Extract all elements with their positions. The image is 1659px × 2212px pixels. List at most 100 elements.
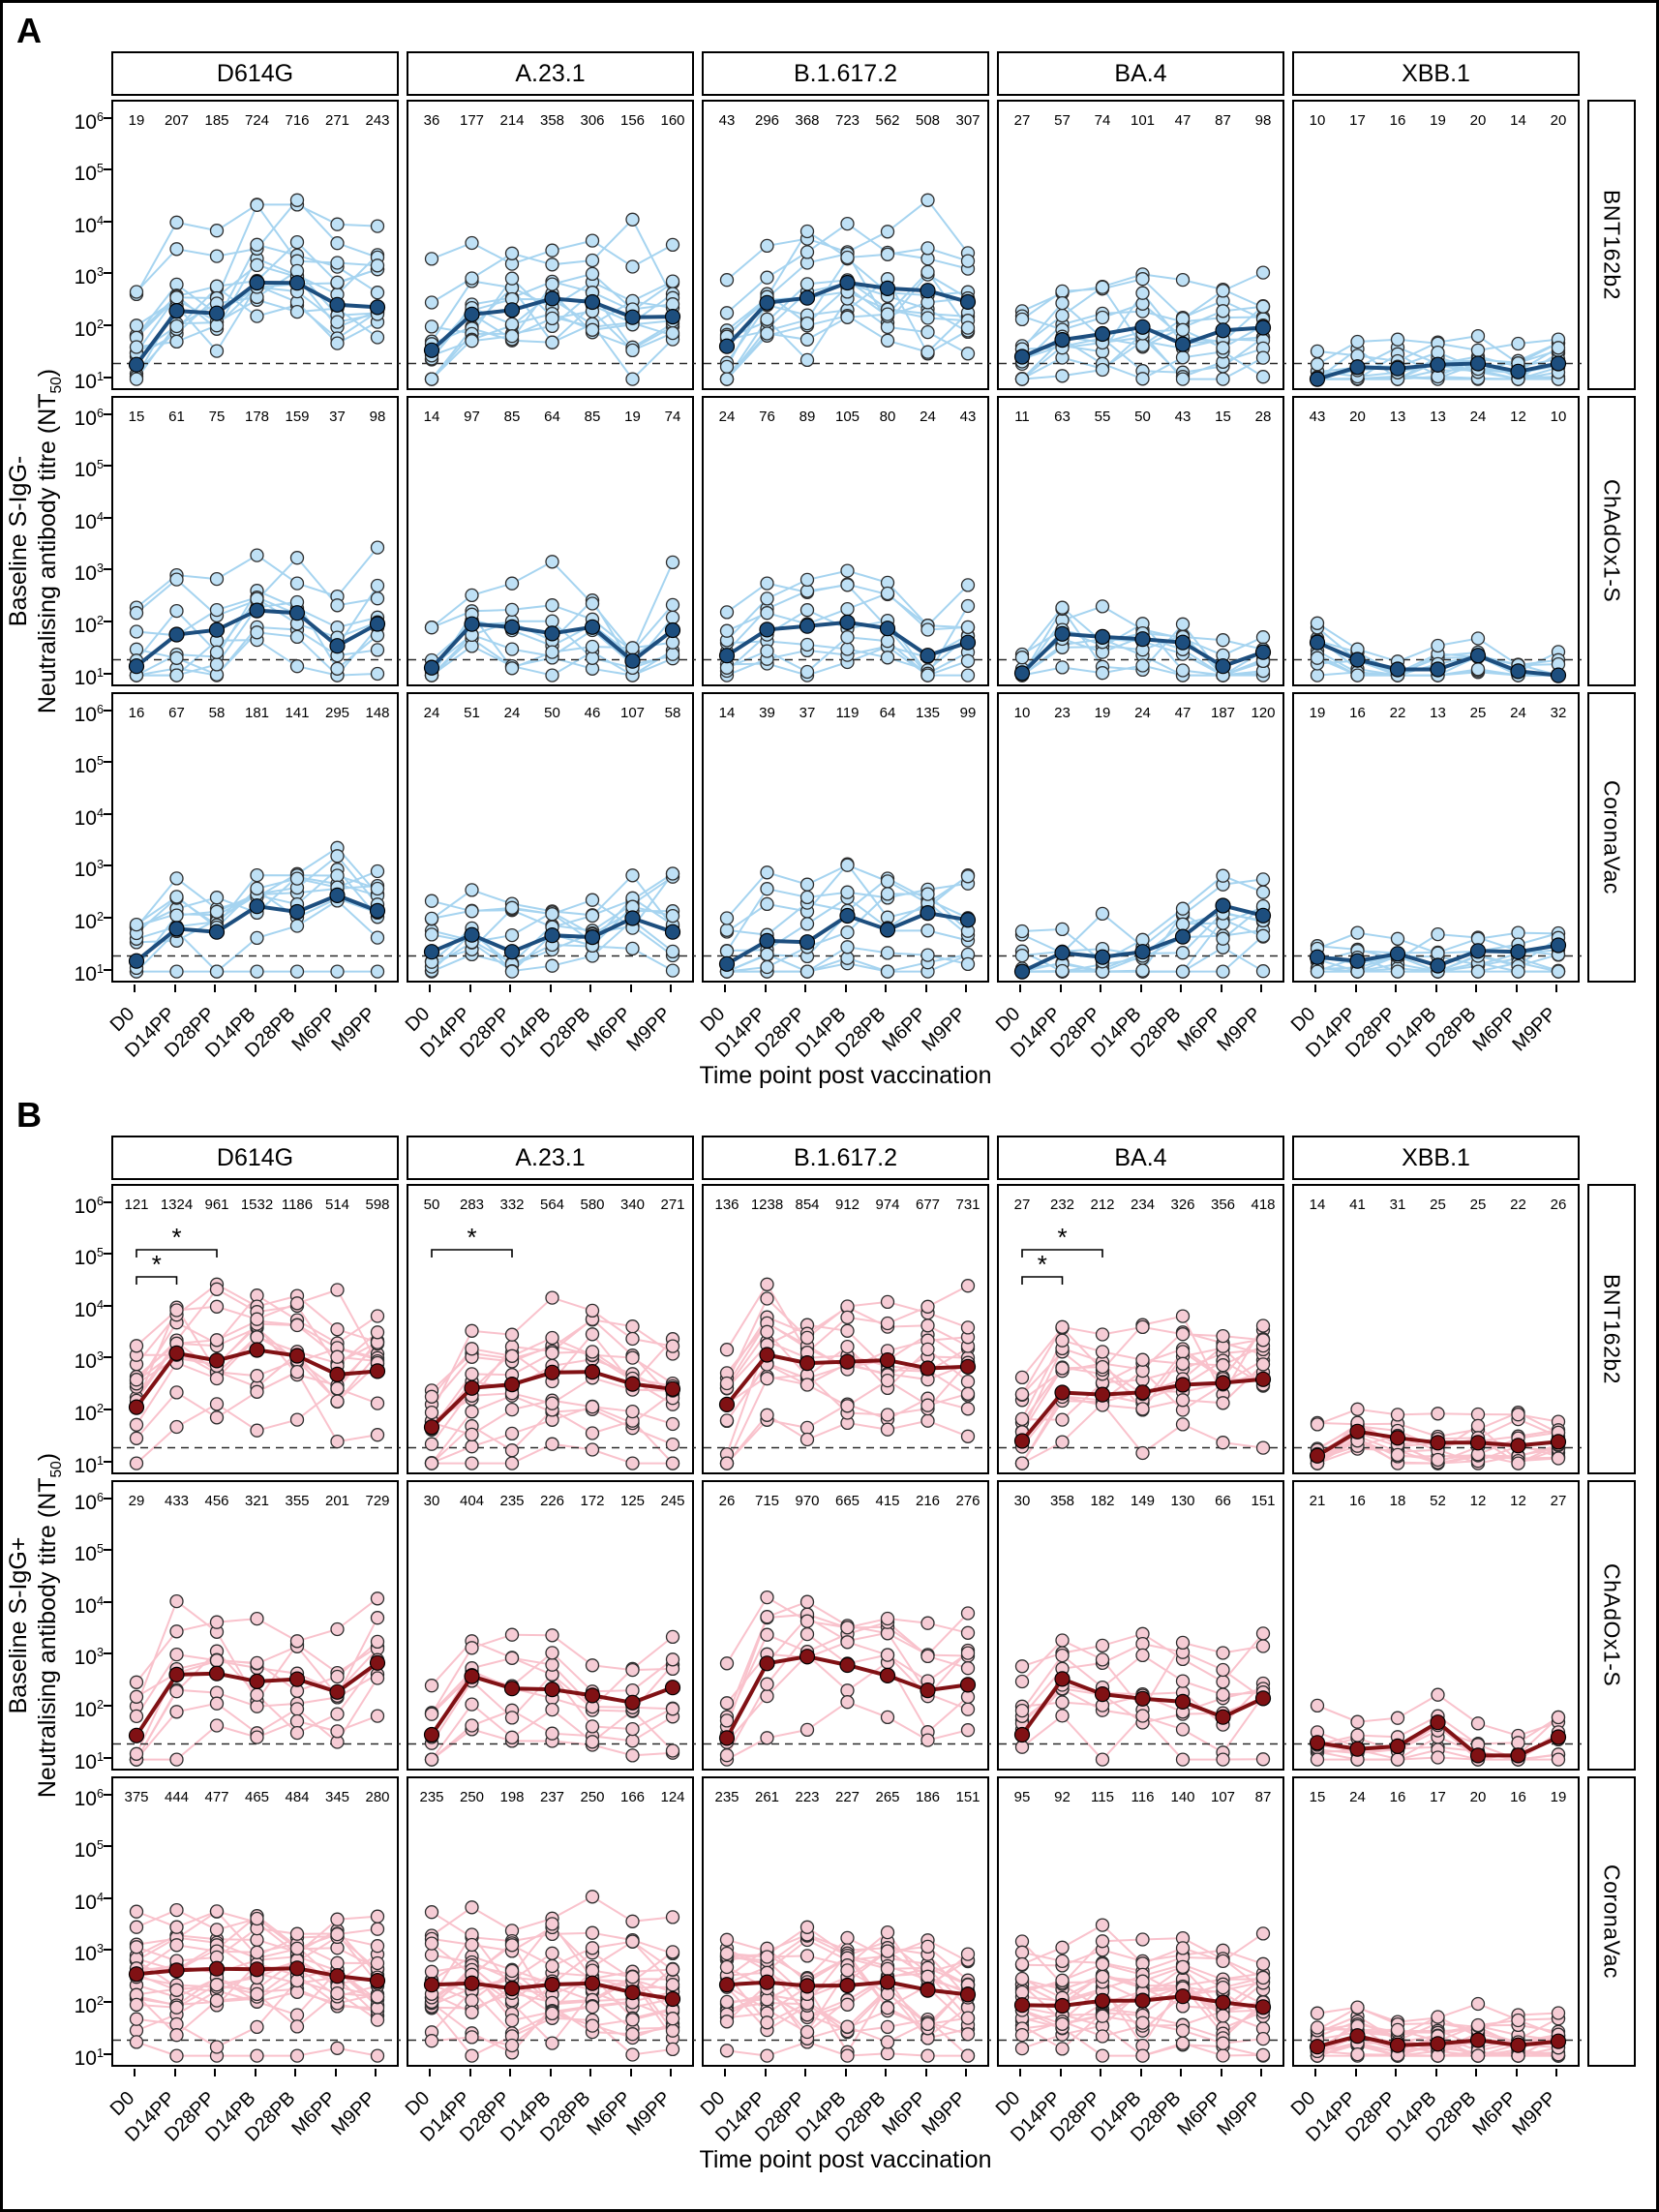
- gmt-value: 57: [1054, 112, 1071, 129]
- mean-point: [624, 1376, 641, 1392]
- individual-point: [1470, 1996, 1486, 2012]
- individual-point: [1055, 1633, 1070, 1648]
- individual-point: [960, 1402, 976, 1416]
- individual-point: [1135, 963, 1150, 978]
- individual-point: [129, 2023, 144, 2038]
- individual-point: [960, 1661, 976, 1676]
- subplot-B-CoronaVac-A.23.1: 235 250 198 237 250 166 124: [407, 1776, 696, 2067]
- variant-header-BA.4: BA.4: [997, 1136, 1284, 1180]
- individual-point: [920, 345, 935, 359]
- individual-point: [209, 1718, 225, 1733]
- gmt-value: 265: [875, 1789, 899, 1805]
- mean-point: [1349, 1423, 1366, 1439]
- individual-point: [289, 1941, 305, 1955]
- individual-point: [625, 1721, 640, 1737]
- individual-point: [1216, 1436, 1230, 1450]
- x-tick-mark: [1260, 985, 1262, 992]
- individual-point: [880, 586, 895, 601]
- significance-star: *: [152, 1250, 162, 1279]
- gmt-value: 562: [875, 112, 899, 129]
- variant-header-XBB.1: XBB.1: [1292, 1136, 1580, 1180]
- mean-point: [799, 1355, 816, 1372]
- gmt-value: 43: [719, 112, 736, 129]
- individual-point: [289, 1713, 305, 1729]
- individual-point: [585, 893, 600, 907]
- subplot-canvas: 27 232 212 234 326 356 418 * *: [999, 1197, 1286, 1470]
- gmt-value: 283: [460, 1197, 484, 1213]
- mean-point: [1469, 355, 1487, 372]
- individual-point: [169, 318, 184, 334]
- individual-point: [250, 2048, 264, 2063]
- individual-point: [504, 1730, 520, 1744]
- individual-point: [250, 1911, 264, 1926]
- individual-point: [1135, 1445, 1150, 1461]
- individual-point: [665, 1702, 680, 1716]
- gmt-value: 23: [1054, 705, 1071, 721]
- x-tick-mark: [294, 2069, 296, 2076]
- individual-point: [960, 1723, 976, 1738]
- individual-point: [169, 908, 184, 923]
- variant-header-A.23.1: A.23.1: [407, 1136, 694, 1180]
- individual-point: [1055, 1435, 1070, 1449]
- mean-point: [1013, 1433, 1031, 1449]
- individual-point: [585, 1719, 600, 1734]
- mean-point: [799, 934, 816, 951]
- gmt-value: 98: [1255, 112, 1272, 129]
- gmt-value: 120: [1251, 705, 1275, 721]
- individual-point: [1350, 925, 1365, 940]
- individual-point: [330, 1621, 345, 1637]
- individual-point: [250, 1423, 264, 1438]
- gmt-value: 185: [204, 112, 228, 129]
- gmt-value: 16: [1349, 705, 1366, 721]
- individual-point: [585, 1303, 600, 1318]
- mean-point: [544, 290, 560, 307]
- mean-point: [1094, 1686, 1111, 1703]
- mean-point: [1254, 1999, 1272, 2015]
- gmt-value: 11: [1014, 409, 1030, 425]
- mean-point: [1215, 658, 1231, 675]
- subplot-canvas: 26 715 970 665 415 216 276: [704, 1493, 991, 1767]
- individual-point: [665, 1456, 680, 1470]
- individual-point: [504, 927, 520, 943]
- y-tick-mark: [104, 465, 111, 468]
- individual-point: [1431, 2010, 1445, 2024]
- gmt-value: 24: [424, 705, 440, 721]
- y-tick-mark: [104, 917, 111, 920]
- mean-point: [1349, 1741, 1366, 1757]
- individual-point: [209, 2040, 225, 2054]
- y-tick-label: 105: [74, 754, 104, 778]
- gmt-value: 87: [1255, 1789, 1272, 1805]
- individual-point: [799, 637, 815, 652]
- individual-point: [1390, 1711, 1405, 1725]
- individual-point: [1310, 668, 1325, 682]
- x-tick-mark: [1354, 2069, 1357, 2076]
- individual-point: [1135, 2015, 1150, 2030]
- subplot-canvas: 19 207 185 724 716 271 243: [113, 112, 401, 386]
- individual-point: [370, 1591, 385, 1606]
- individual-point: [209, 1978, 225, 1992]
- individual-point: [330, 217, 345, 231]
- x-tick-mark: [1180, 2069, 1182, 2076]
- mean-point: [879, 621, 896, 637]
- mean-point: [128, 1399, 145, 1415]
- gmt-value: 172: [580, 1493, 604, 1509]
- individual-point: [1175, 1327, 1191, 1342]
- individual-point: [625, 1970, 640, 1985]
- individual-point: [880, 1944, 895, 1958]
- individual-point: [960, 1279, 976, 1293]
- y-tick-mark: [104, 1896, 111, 1899]
- individual-point: [424, 927, 439, 942]
- mean-point: [879, 280, 896, 296]
- mean-point: [1389, 2037, 1406, 2053]
- individual-point: [1014, 372, 1030, 386]
- gmt-value: 28: [1255, 409, 1272, 425]
- individual-point: [209, 1299, 225, 1314]
- individual-point: [1255, 2031, 1271, 2046]
- individual-point: [1216, 1328, 1230, 1344]
- gmt-value: 87: [1215, 112, 1231, 129]
- mean-point: [664, 1680, 681, 1696]
- x-tick-mark: [965, 2069, 967, 2076]
- individual-point: [289, 629, 305, 645]
- mean-point: [1134, 631, 1151, 648]
- gmt-value: 1324: [161, 1197, 193, 1213]
